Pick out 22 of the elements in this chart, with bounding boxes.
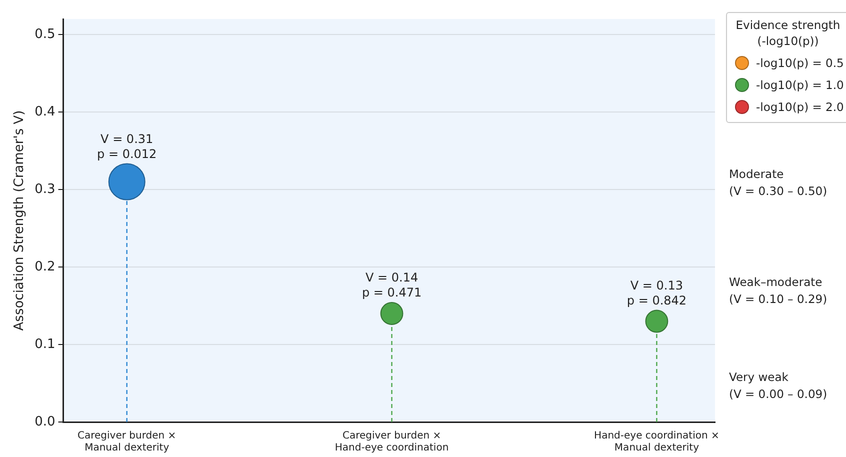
x-tick-label: Caregiver burden × Hand-eye coordination	[334, 430, 449, 454]
point	[645, 310, 668, 333]
legend-label: -log10(p) = 2.0	[756, 100, 844, 114]
y-tick-label: 0.2	[34, 259, 56, 274]
y-tick-label: 0.3	[34, 182, 56, 197]
data-label: V = 0.14 p = 0.471	[362, 270, 422, 300]
legend-label: -log10(p) = 1.0	[756, 78, 844, 92]
y-tick-label: 0.1	[34, 336, 56, 352]
y-tick-label: 0.0	[34, 414, 56, 430]
legend-title: Evidence strength (-log10(p))	[734, 17, 842, 49]
data-label: V = 0.13 p = 0.842	[626, 278, 687, 308]
y-axis-title: Association Strength (Cramer's V)	[12, 110, 28, 331]
y-tick-label: 0.4	[34, 104, 56, 120]
x-tick-label: Caregiver burden × Manual dexterity	[78, 430, 176, 454]
text: Moderate (V = 0.30 – 0.50)	[729, 166, 828, 200]
y-tick-label: 0.5	[34, 26, 56, 42]
x-tick-label: Hand-eye coordination × Manual dexterity	[594, 430, 720, 454]
legend-label: -log10(p) = 0.5	[756, 56, 844, 70]
data-label: V = 0.31 p = 0.012	[97, 132, 157, 161]
text: Very weak (V = 0.00 – 0.09)	[729, 369, 828, 403]
point	[380, 302, 404, 325]
text: Weak–moderate (V = 0.10 – 0.29)	[729, 274, 828, 308]
